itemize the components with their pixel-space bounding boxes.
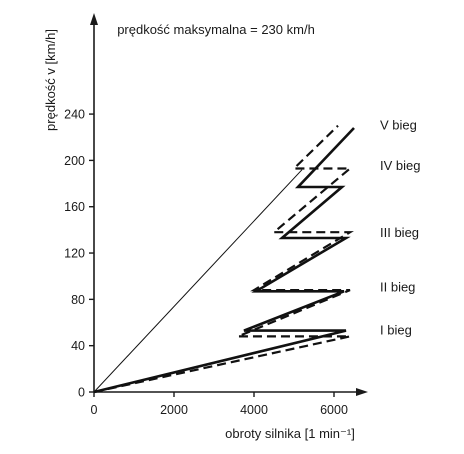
y-axis-arrow-icon: [90, 13, 98, 25]
y-tick-label: 200: [64, 154, 85, 168]
gear-labels: I bieg II bieg III bieg IV bieg V bieg: [380, 118, 420, 338]
axis-ticks: 0 2000 4000 6000 0 40 80 120 160 200 240: [64, 108, 348, 417]
series-line-thin: [93, 169, 303, 393]
y-tick-label: 40: [71, 339, 85, 353]
x-tick-label: 4000: [240, 403, 268, 417]
x-axis-arrow-icon: [356, 388, 368, 396]
series-lines: [93, 124, 355, 394]
x-tick-label: 6000: [320, 403, 348, 417]
gear-label: I bieg: [380, 322, 412, 337]
gear-label: IV bieg: [380, 158, 420, 173]
y-tick-label: 240: [64, 108, 85, 122]
y-tick-label: 160: [64, 200, 85, 214]
x-tick-label: 0: [91, 403, 98, 417]
y-axis-label: prędkość v [km/h]: [43, 29, 58, 131]
x-tick-label: 2000: [160, 403, 188, 417]
series-line-solid: [93, 127, 355, 394]
y-tick-label: 120: [64, 247, 85, 261]
y-tick-label: 0: [78, 386, 85, 400]
gear-label: V bieg: [380, 118, 417, 133]
gear-label: III bieg: [380, 225, 419, 240]
chart-title: prędkość maksymalna = 230 km/h: [117, 22, 315, 37]
series-line-dashed: [93, 124, 354, 394]
x-axis-label: obroty silnika [1 min⁻¹]: [225, 426, 355, 441]
y-tick-label: 80: [71, 293, 85, 307]
gear-label: II bieg: [380, 280, 415, 295]
